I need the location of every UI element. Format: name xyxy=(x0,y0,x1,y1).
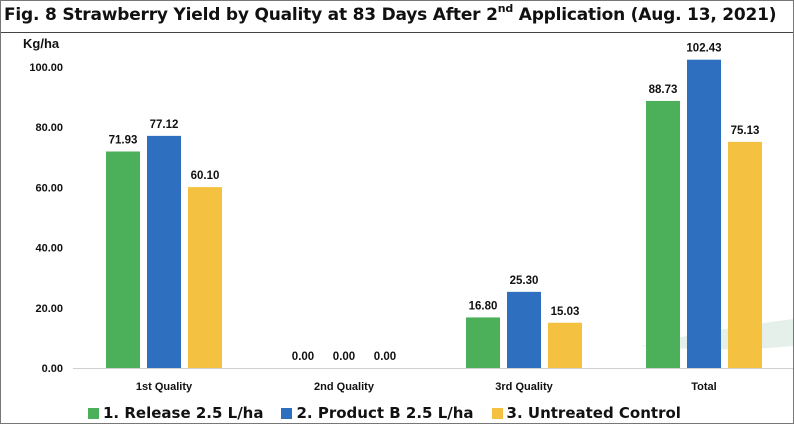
chart-title: Fig. 8 Strawberry Yield by Quality at 83… xyxy=(4,2,777,25)
y-axis-label: Kg/ha xyxy=(23,36,60,51)
bar xyxy=(147,135,181,368)
data-label: 60.10 xyxy=(191,170,220,182)
data-label: 0.00 xyxy=(333,351,355,363)
y-tick-label: 80.00 xyxy=(35,122,63,134)
chart-title-superscript: nd xyxy=(497,2,514,16)
data-label: 0.00 xyxy=(292,351,314,363)
x-category-label: Total xyxy=(691,381,716,393)
data-label: 0.00 xyxy=(374,351,396,363)
bar-chart: Kg/ha 0.00 20.00 40.00 60.00 80.00 100.00 71.… xyxy=(23,36,793,393)
bars xyxy=(73,59,793,369)
y-tick-label: 20.00 xyxy=(35,303,63,315)
x-axis-categories: 1st Quality 2nd Quality 3rd Quality Total xyxy=(136,381,717,393)
bar xyxy=(646,100,680,368)
legend-label: 1. Release 2.5 L/ha xyxy=(103,404,264,422)
legend-label: 2. Product B 2.5 L/ha xyxy=(296,404,474,422)
data-label: 25.30 xyxy=(510,275,539,287)
data-label: 71.93 xyxy=(109,134,138,146)
bar xyxy=(466,317,500,368)
legend-swatch xyxy=(281,407,293,419)
data-label: 88.73 xyxy=(649,84,678,96)
legend-item: 3. Untreated Control xyxy=(491,404,681,422)
x-category-label: 2nd Quality xyxy=(314,381,375,393)
data-labels: 71.93 77.12 60.10 0.00 0.00 0.00 16.80 25.30 15.… xyxy=(109,43,760,363)
legend-item: 1. Release 2.5 L/ha xyxy=(88,404,263,422)
legend-label: 3. Untreated Control xyxy=(506,404,681,422)
bar xyxy=(687,59,721,368)
data-label: 75.13 xyxy=(731,125,760,137)
x-category-label: 3rd Quality xyxy=(495,381,553,393)
data-label: 16.80 xyxy=(469,300,498,312)
y-axis-ticks: 0.00 20.00 40.00 60.00 80.00 100.00 xyxy=(29,62,63,375)
y-tick-label: 100.00 xyxy=(29,62,63,74)
title-divider xyxy=(1,32,793,33)
y-tick-label: 60.00 xyxy=(35,182,63,194)
bar xyxy=(188,187,222,368)
bar xyxy=(106,151,140,368)
data-label: 77.12 xyxy=(150,119,179,131)
legend-swatch xyxy=(491,407,503,419)
legend-item: 2. Product B 2.5 L/ha xyxy=(281,404,474,422)
legend-swatch xyxy=(88,407,99,419)
bar xyxy=(548,322,582,368)
x-category-label: 1st Quality xyxy=(136,381,193,393)
chart-title-suffix: Application (Aug. 13, 2021) xyxy=(513,5,777,25)
bar xyxy=(507,291,541,368)
y-tick-label: 0.00 xyxy=(42,363,63,375)
chart-title-prefix: Fig. 8 Strawberry Yield by Quality at 83… xyxy=(4,5,498,25)
bar xyxy=(728,141,762,368)
y-tick-label: 40.00 xyxy=(35,243,63,255)
data-label: 102.43 xyxy=(686,43,721,55)
data-label: 15.03 xyxy=(551,306,580,318)
legend: 1. Release 2.5 L/ha 2. Product B 2.5 L/ha… xyxy=(88,404,681,422)
